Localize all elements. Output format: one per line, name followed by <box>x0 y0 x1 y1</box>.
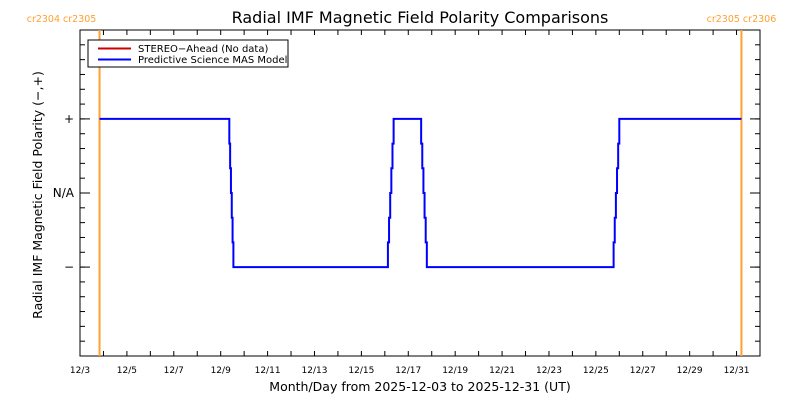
legend-box <box>87 39 289 68</box>
x-tick-label: 12/25 <box>583 366 609 376</box>
plot-frame <box>79 29 761 357</box>
x-axis-label: Month/Day from 2025-12-03 to 2025-12-31 … <box>269 379 570 394</box>
x-tick-label: 12/19 <box>442 366 468 376</box>
x-tick-label: 12/29 <box>677 366 703 376</box>
chart-title: Radial IMF Magnetic Field Polarity Compa… <box>232 8 609 27</box>
carrington-marker-label: cr2305 cr2306 <box>707 14 777 25</box>
x-tick-label: 12/23 <box>536 366 562 376</box>
x-tick-label: 12/17 <box>395 366 421 376</box>
series-layer <box>99 117 742 269</box>
x-tick-label: 12/5 <box>117 366 137 376</box>
y-tick-label: N/A <box>53 186 75 200</box>
legend-label-mas: Predictive Science MAS Model <box>138 55 287 66</box>
x-tick-label: 12/9 <box>211 366 231 376</box>
x-tick-label: 12/13 <box>302 366 328 376</box>
y-tick-label: − <box>64 260 74 274</box>
x-tick-label: 12/27 <box>630 366 656 376</box>
x-tick-label: 12/11 <box>255 366 281 376</box>
legend-label-stereo: STEREO−Ahead (No data) <box>138 44 268 55</box>
axes: 12/3 12/5 12/7 12/9 12/11 12/13 12/15 12/17 12/1… <box>53 29 761 376</box>
y-axis-label: Radial IMF Magnetic Field Polarity (−,+) <box>30 71 45 319</box>
carrington-marker-label: cr2304 cr2305 <box>27 14 97 25</box>
x-tick-label: 12/3 <box>70 366 90 376</box>
x-tick-label: 12/31 <box>724 366 750 376</box>
legend: STEREO−Ahead (No data) Predictive Scienc… <box>87 39 289 68</box>
carrington-markers: cr2304 cr2305 cr2305 cr2306 <box>27 14 777 356</box>
x-tick-label: 12/15 <box>348 366 374 376</box>
x-tick-label: 12/21 <box>489 366 515 376</box>
y-tick-label: + <box>64 112 74 126</box>
x-tick-label: 12/7 <box>164 366 184 376</box>
series-line-1 <box>99 117 742 269</box>
